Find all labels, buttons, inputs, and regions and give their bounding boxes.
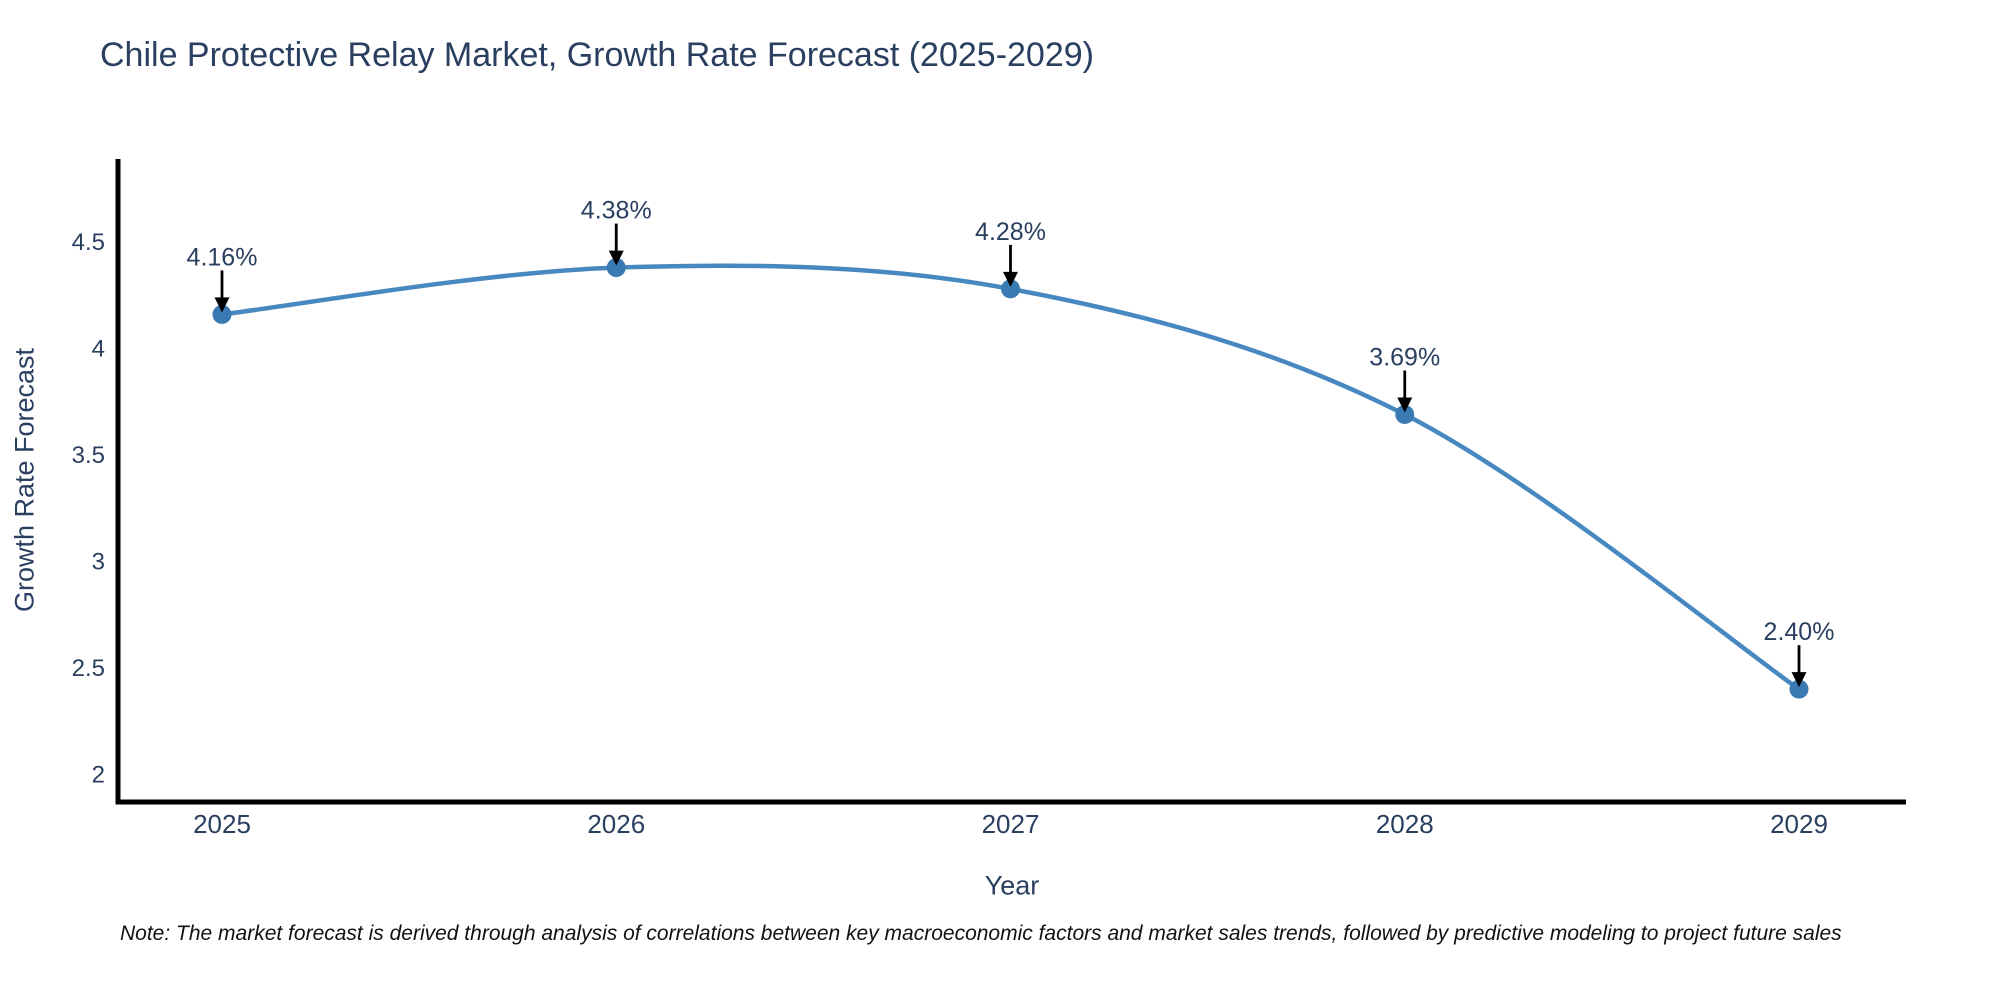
data-label: 4.16% [187, 243, 258, 271]
data-label: 2.40% [1764, 618, 1835, 646]
down-arrowhead-icon [1003, 271, 1018, 287]
x-tick-label: 2026 [587, 809, 645, 839]
footnote: Note: The market forecast is derived thr… [120, 922, 1842, 945]
data-point[interactable] [606, 258, 626, 278]
data-label: 4.38% [581, 197, 652, 225]
down-arrowhead-icon [608, 250, 624, 266]
y-axis-title: Growth Rate Forecast [9, 347, 40, 613]
x-tick-label: 2029 [1770, 809, 1828, 839]
x-tick-label: 2025 [193, 809, 251, 839]
data-label: 4.28% [975, 218, 1046, 246]
x-axis-title: Year [984, 870, 1040, 901]
y-tick-label: 3.5 [72, 442, 105, 469]
data-point[interactable] [1395, 404, 1415, 424]
x-tick-label: 2027 [982, 809, 1040, 839]
down-arrowhead-icon [1397, 397, 1413, 413]
down-arrowhead-icon [214, 297, 230, 313]
y-tick-label: 4.5 [72, 229, 105, 256]
y-tick-label: 2.5 [72, 655, 105, 682]
data-point[interactable] [212, 304, 232, 324]
data-point[interactable] [1789, 679, 1809, 699]
x-tick-label: 2028 [1376, 809, 1434, 839]
chart-title: Chile Protective Relay Market, Growth Ra… [100, 36, 1094, 74]
y-tick-label: 2 [92, 761, 105, 788]
y-tick-label: 4 [92, 335, 105, 362]
down-arrowhead-icon [1791, 672, 1807, 688]
data-label: 3.69% [1369, 343, 1440, 371]
trend-line [219, 263, 1802, 692]
data-point[interactable] [1001, 279, 1020, 299]
y-tick-label: 3 [92, 548, 105, 575]
